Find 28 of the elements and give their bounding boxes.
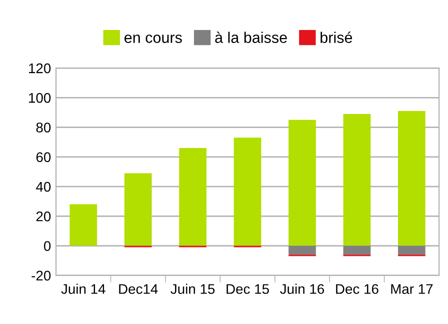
bar: [124, 173, 152, 246]
x-tick-label: Dec14: [119, 284, 158, 294]
y-tick-label: 0: [44, 241, 51, 251]
y-tick-label: 20: [36, 211, 51, 222]
legend-label: à la baisse: [215, 32, 287, 43]
x-tick-label: Dec 16: [336, 284, 378, 294]
y-tick-label: 60: [36, 152, 51, 162]
y-tick-label: 100: [29, 92, 51, 103]
y-tick-label: 80: [36, 122, 51, 132]
legend-label: en cours: [124, 34, 182, 43]
bar: [343, 114, 371, 246]
bar: [70, 204, 98, 246]
x-tick-label: Dec 15: [226, 284, 269, 294]
x-tick-label: Juin 14: [61, 284, 106, 294]
bar: [343, 246, 371, 255]
bar: [234, 138, 262, 246]
bar: [398, 246, 426, 255]
bar: [398, 110, 426, 246]
y-tick-label: 120: [29, 63, 51, 74]
bar: [288, 246, 316, 255]
bar: [288, 120, 316, 246]
y-tick-label: 40: [36, 182, 51, 192]
x-tick-label: Juin 15: [170, 284, 215, 294]
y-tick-label: -20: [32, 270, 51, 281]
bar: [179, 148, 206, 246]
legend-label: brisé: [320, 32, 352, 43]
x-tick-label: Juin 16: [280, 284, 324, 294]
x-tick-label: Mar 17: [391, 284, 433, 294]
